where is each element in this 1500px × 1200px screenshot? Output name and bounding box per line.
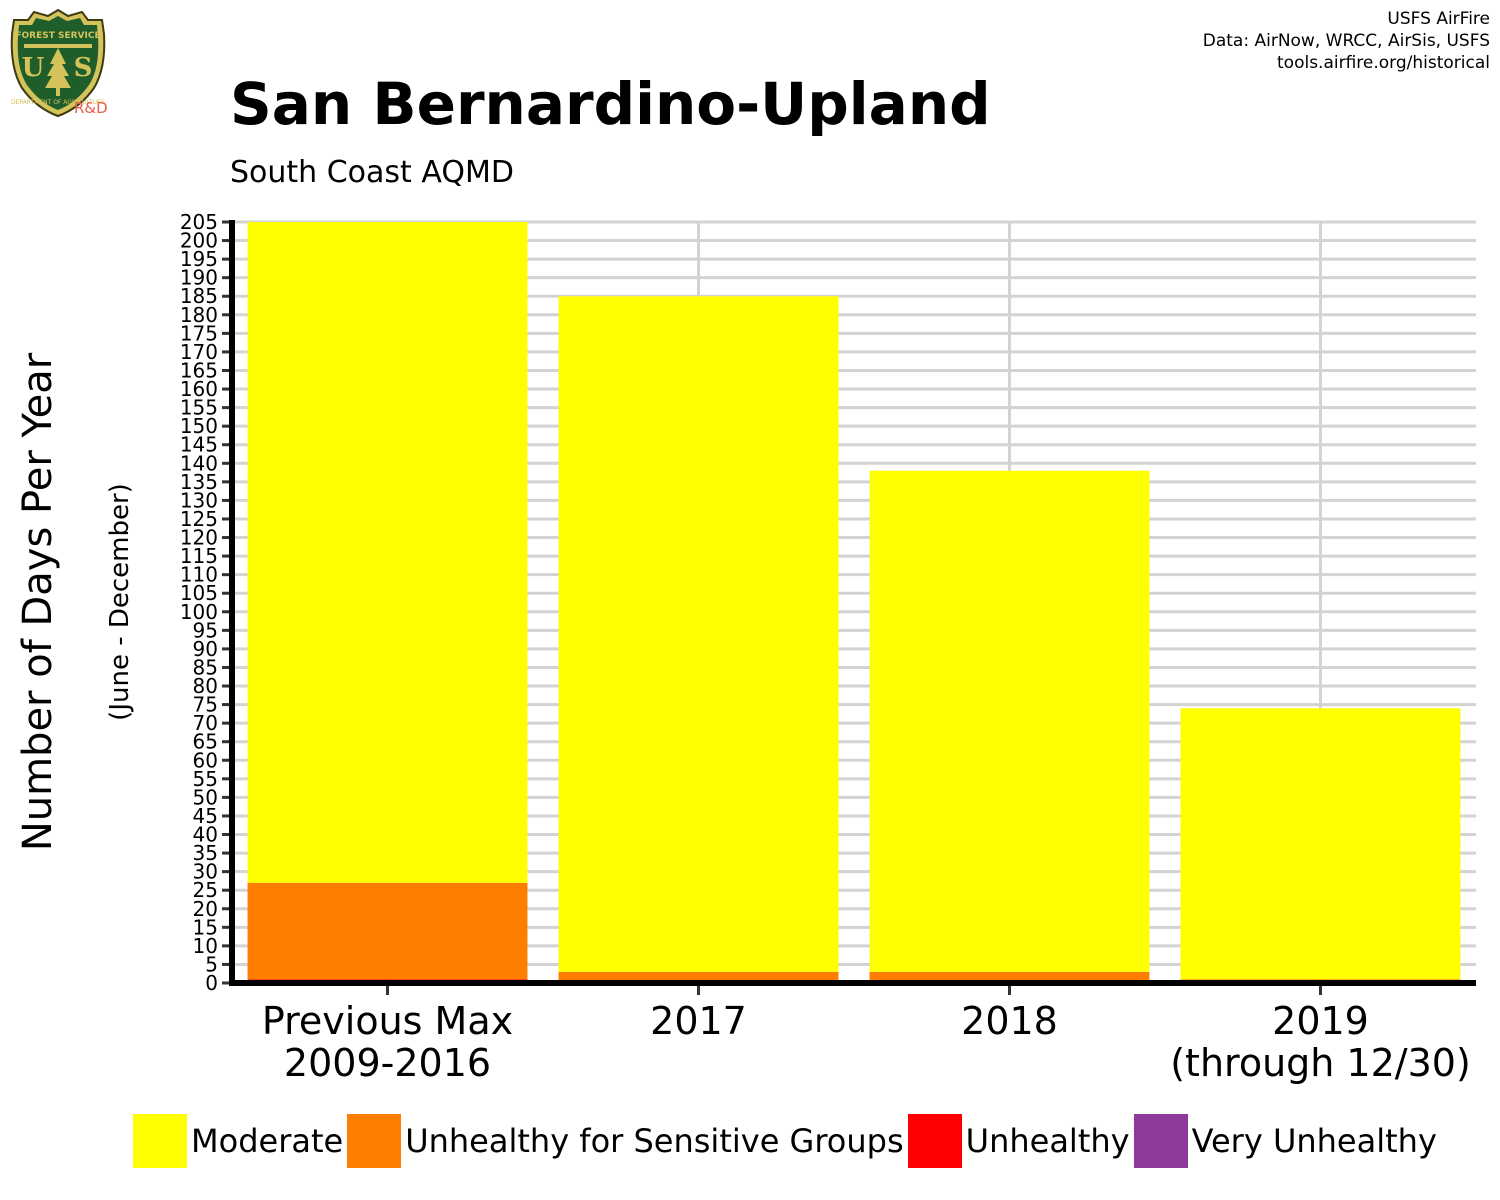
y-tick-label: 40 — [193, 823, 218, 847]
y-tick-label: 100 — [180, 600, 218, 624]
y-tick-label: 135 — [180, 470, 218, 494]
y-tick-label: 75 — [193, 693, 218, 717]
y-tick-label: 190 — [180, 266, 218, 290]
x-tick-label: (through 12/30) — [1170, 1041, 1471, 1085]
y-tick-label: 110 — [180, 563, 218, 587]
bar-unhealthy-for-sensitive-groups — [247, 882, 528, 980]
y-tick-label: 0 — [205, 971, 218, 995]
y-tick-label: 165 — [180, 358, 218, 382]
bar-unhealthy-for-sensitive-groups — [869, 971, 1150, 983]
y-axis-sublabel: (June - December) — [105, 483, 135, 721]
y-tick-label: 205 — [180, 210, 218, 234]
legend-swatch — [1133, 1114, 1188, 1168]
y-tick-label: 160 — [180, 377, 218, 401]
svg-text:FOREST SERVICE: FOREST SERVICE — [15, 31, 100, 41]
x-tick-label: 2019 — [1272, 999, 1369, 1043]
y-tick-label: 175 — [180, 321, 218, 345]
legend-swatch — [347, 1114, 402, 1168]
y-tick-label: 15 — [193, 915, 218, 939]
y-tick-label: 95 — [193, 618, 218, 642]
y-tick-label: 140 — [180, 451, 218, 475]
legend-swatch — [133, 1114, 187, 1168]
legend-item: Very Unhealthy — [1133, 1114, 1437, 1168]
legend-label: Unhealthy for Sensitive Groups — [405, 1122, 904, 1160]
legend-swatch — [907, 1114, 962, 1168]
y-tick-label: 30 — [193, 860, 218, 884]
y-tick-label: 90 — [193, 637, 218, 661]
y-tick-label: 150 — [180, 414, 218, 438]
y-tick-label: 20 — [193, 897, 218, 921]
y-tick-label: 80 — [193, 674, 218, 698]
svg-text:DEPARTMENT OF AGRICULTURE: DEPARTMENT OF AGRICULTURE — [11, 99, 105, 106]
y-tick-label: 185 — [180, 284, 218, 308]
y-tick-label: 25 — [193, 878, 218, 902]
bar-moderate — [869, 470, 1150, 972]
y-tick-label: 115 — [180, 544, 218, 568]
y-tick-label: 130 — [180, 488, 218, 512]
y-tick-label: 10 — [193, 934, 218, 958]
x-tick-label: 2018 — [961, 999, 1058, 1043]
bar-moderate — [247, 222, 528, 883]
data-credit: USFS AirFire Data: AirNow, WRCC, AirSis,… — [1203, 8, 1490, 74]
legend: Moderate Unhealthy for Sensitive Groups Un… — [133, 1114, 1441, 1168]
chart-title: San Bernardino-Upland — [230, 70, 991, 138]
y-tick-label: 60 — [193, 748, 218, 772]
y-tick-label: 105 — [180, 581, 218, 605]
y-tick-label: 125 — [180, 507, 218, 531]
bar-unhealthy-for-sensitive-groups — [558, 971, 839, 983]
chart-subtitle: South Coast AQMD — [230, 155, 514, 190]
y-tick-label: 195 — [180, 247, 218, 271]
credit-line-source: USFS AirFire — [1387, 9, 1490, 29]
y-tick-label: 55 — [193, 767, 218, 791]
y-tick-label: 145 — [180, 433, 218, 457]
y-tick-label: 170 — [180, 340, 218, 364]
bar-moderate — [558, 296, 839, 972]
legend-item: Moderate — [133, 1114, 343, 1168]
legend-label: Moderate — [191, 1122, 344, 1160]
legend-item: Unhealthy — [907, 1114, 1130, 1168]
svg-text:S: S — [74, 53, 93, 83]
x-tick-label: Previous Max — [262, 999, 513, 1043]
y-axis-label: Number of Days Per Year — [15, 352, 61, 852]
y-tick-label: 200 — [180, 229, 218, 253]
y-tick-label: 5 — [205, 952, 218, 976]
y-tick-label: 155 — [180, 396, 218, 420]
forest-service-shield-icon: FOREST SERVICE U S DEPARTMENT OF AGRICUL… — [10, 8, 106, 118]
y-tick-label: 50 — [193, 785, 218, 809]
x-tick-label: 2009-2016 — [284, 1041, 491, 1085]
y-tick-label: 35 — [193, 841, 218, 865]
y-tick-label: 65 — [193, 730, 218, 754]
legend-label: Unhealthy — [965, 1122, 1130, 1160]
y-tick-label: 180 — [180, 303, 218, 327]
y-tick-label: 45 — [193, 804, 218, 828]
x-tick-label: 2017 — [650, 999, 747, 1043]
y-tick-label: 85 — [193, 655, 218, 679]
y-tick-label: 120 — [180, 526, 218, 550]
svg-text:U: U — [22, 53, 45, 83]
credit-line-data: Data: AirNow, WRCC, AirSis, USFS — [1202, 31, 1490, 51]
legend-item: Unhealthy for Sensitive Groups — [347, 1114, 904, 1168]
credit-line-url: tools.airfire.org/historical — [1277, 53, 1490, 73]
logo-subtext: R&D — [74, 99, 108, 117]
y-tick-label: 70 — [193, 711, 218, 735]
legend-label: Very Unhealthy — [1191, 1122, 1437, 1160]
bar-moderate — [1180, 708, 1461, 980]
